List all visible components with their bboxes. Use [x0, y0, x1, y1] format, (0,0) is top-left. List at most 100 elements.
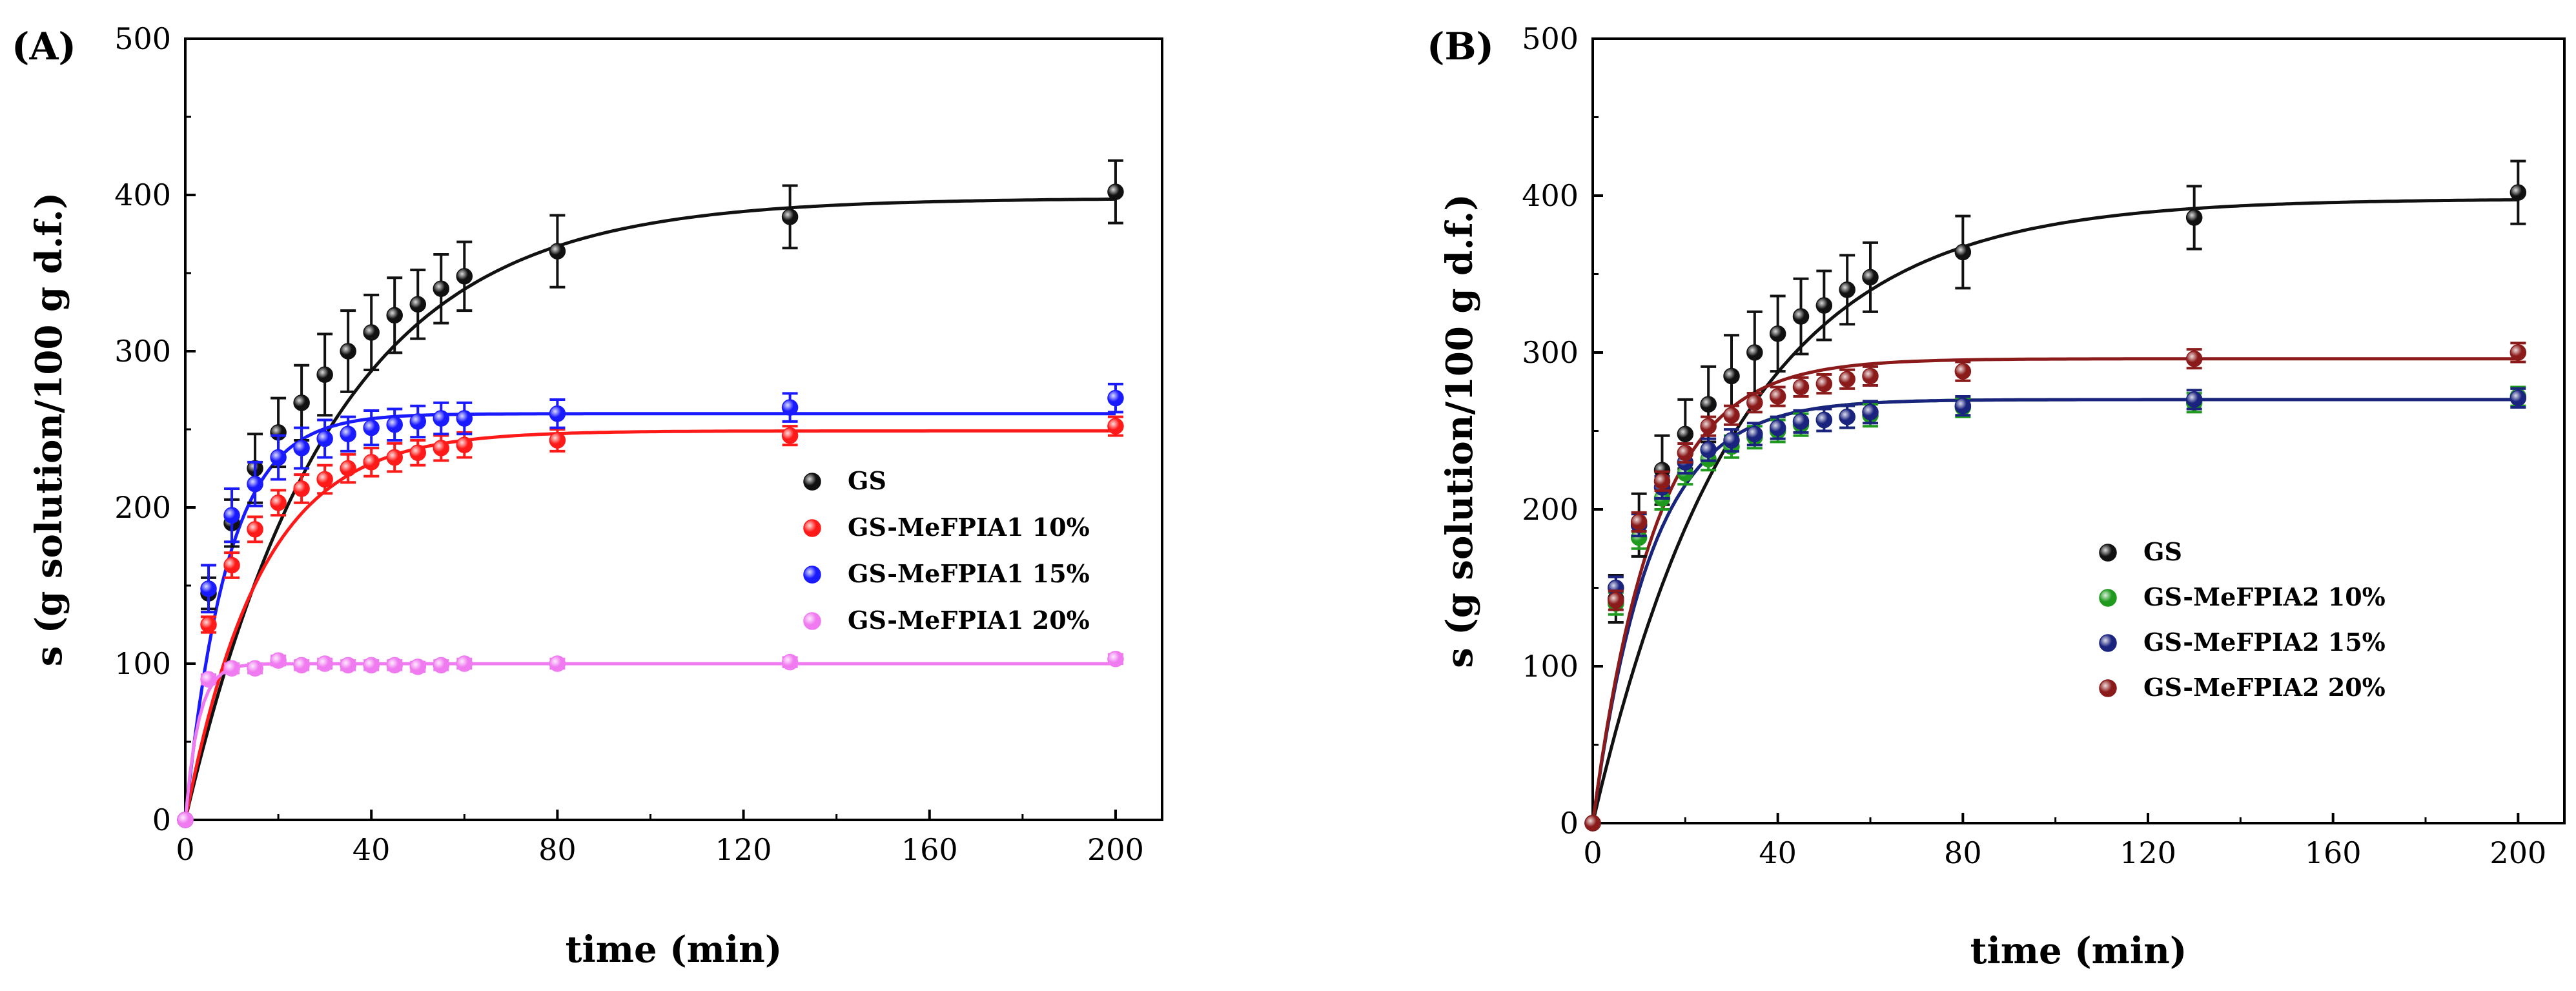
- panel-b: 0 40 80 120 160 200 0 100 200 300 400 500 time (min)…: [1427, 21, 2566, 972]
- data-point: [1630, 513, 1648, 531]
- data-point: [363, 419, 380, 436]
- data-point: [1954, 243, 1972, 261]
- data-point: [316, 430, 333, 447]
- data-point: [1700, 441, 1717, 458]
- fit-curve: [183, 662, 1116, 821]
- data-point: [316, 366, 333, 383]
- data-point: [316, 471, 333, 488]
- data-point: [247, 475, 263, 493]
- data-point: [409, 444, 426, 462]
- y-tick-label: 400: [114, 178, 171, 212]
- legend-marker: [803, 566, 821, 584]
- data-point: [1839, 408, 1855, 425]
- x-tick-label: 120: [715, 832, 772, 867]
- data-point: [293, 480, 310, 497]
- x-tick-label: 40: [1759, 835, 1797, 870]
- data-point: [2185, 350, 2203, 367]
- x-tick-label: 0: [176, 832, 194, 867]
- data-point: [2510, 344, 2527, 361]
- data-point: [1107, 418, 1124, 434]
- x-tick-label: 200: [1087, 832, 1144, 867]
- y-tick-label: 0: [152, 802, 171, 837]
- data-point: [340, 657, 356, 674]
- data-point: [1653, 473, 1671, 490]
- data-point: [549, 655, 566, 672]
- data-point: [1700, 418, 1717, 434]
- y-tick-label: 100: [1522, 649, 1579, 684]
- legend-marker: [2099, 544, 2117, 562]
- data-point: [1815, 297, 1833, 314]
- y-tick-label: 300: [114, 334, 171, 369]
- y-tick-label: 200: [114, 490, 171, 525]
- data-point: [1954, 397, 1972, 414]
- y-tick-label: 400: [1522, 178, 1579, 213]
- data-point: [316, 655, 333, 672]
- data-point: [270, 449, 287, 466]
- fit-curve: [183, 197, 1116, 821]
- data-point: [1608, 592, 1624, 609]
- data-point: [1792, 413, 1810, 430]
- data-point: [1769, 325, 1786, 342]
- data-point: [340, 425, 356, 443]
- panel-a: 0 40 80 120 160 200 0 100 200 300 400 500 time (min)…: [12, 21, 1163, 971]
- data-point: [1700, 396, 1717, 413]
- data-point: [1107, 650, 1124, 668]
- legend-marker: [2099, 634, 2117, 652]
- x-axis-title: time (min): [566, 928, 782, 971]
- data-point: [1746, 344, 1763, 361]
- data-point: [386, 449, 403, 466]
- fit-curve: [1591, 357, 2519, 824]
- data-point: [1792, 308, 1810, 325]
- data-point: [456, 268, 473, 285]
- data-point: [1677, 444, 1694, 462]
- data-point: [1792, 378, 1810, 396]
- y-tick-label: 0: [1560, 806, 1579, 841]
- x-tick-label: 80: [1944, 835, 1982, 870]
- y-tick-label: 500: [114, 21, 171, 56]
- data-point: [409, 413, 426, 430]
- data-point: [1677, 425, 1694, 443]
- data-point: [386, 657, 403, 674]
- data-point: [1839, 281, 1855, 298]
- y-tick-label: 500: [1522, 21, 1579, 56]
- data-point: [223, 507, 240, 524]
- legend-label: GS-MeFPIA1 20%: [848, 606, 1090, 635]
- legend-marker: [2099, 589, 2117, 607]
- data-point: [293, 394, 310, 411]
- data-point: [549, 243, 566, 260]
- data-point: [363, 454, 380, 471]
- data-point: [433, 440, 450, 456]
- y-axis-title: s (g solution/100 g d.f.): [28, 192, 70, 666]
- fit-curve: [1591, 398, 2519, 824]
- data-point: [1107, 389, 1124, 407]
- data-point: [549, 432, 566, 449]
- plot-frame: [1591, 37, 2566, 824]
- data-point: [200, 580, 217, 597]
- legend-label: GS-MeFPIA2 20%: [2143, 673, 2386, 702]
- data-point: [1746, 394, 1763, 411]
- data-point: [781, 209, 799, 225]
- x-axis-title: time (min): [1970, 930, 2187, 972]
- data-point: [549, 405, 566, 422]
- y-tick-label: 200: [1522, 492, 1579, 527]
- data-point: [293, 657, 310, 674]
- data-point: [1723, 367, 1740, 385]
- data-point: [386, 307, 403, 324]
- data-point: [200, 616, 217, 633]
- data-point: [340, 343, 356, 360]
- legend-label: GS: [2143, 537, 2182, 566]
- data-point: [781, 399, 799, 416]
- x-tick-label: 40: [353, 832, 391, 867]
- data-point: [1815, 375, 1833, 393]
- legend-marker: [803, 612, 821, 630]
- legend-label: GS-MeFPIA1 10%: [848, 513, 1090, 542]
- data-point: [293, 440, 310, 456]
- legend-label: GS-MeFPIA2 15%: [2143, 628, 2386, 657]
- data-point: [223, 660, 240, 677]
- fit-curve: [1591, 198, 2519, 824]
- x-tick-label: 160: [901, 832, 958, 867]
- data-point: [456, 410, 473, 427]
- data-point: [1584, 815, 1601, 832]
- x-tick-label: 200: [2489, 835, 2546, 870]
